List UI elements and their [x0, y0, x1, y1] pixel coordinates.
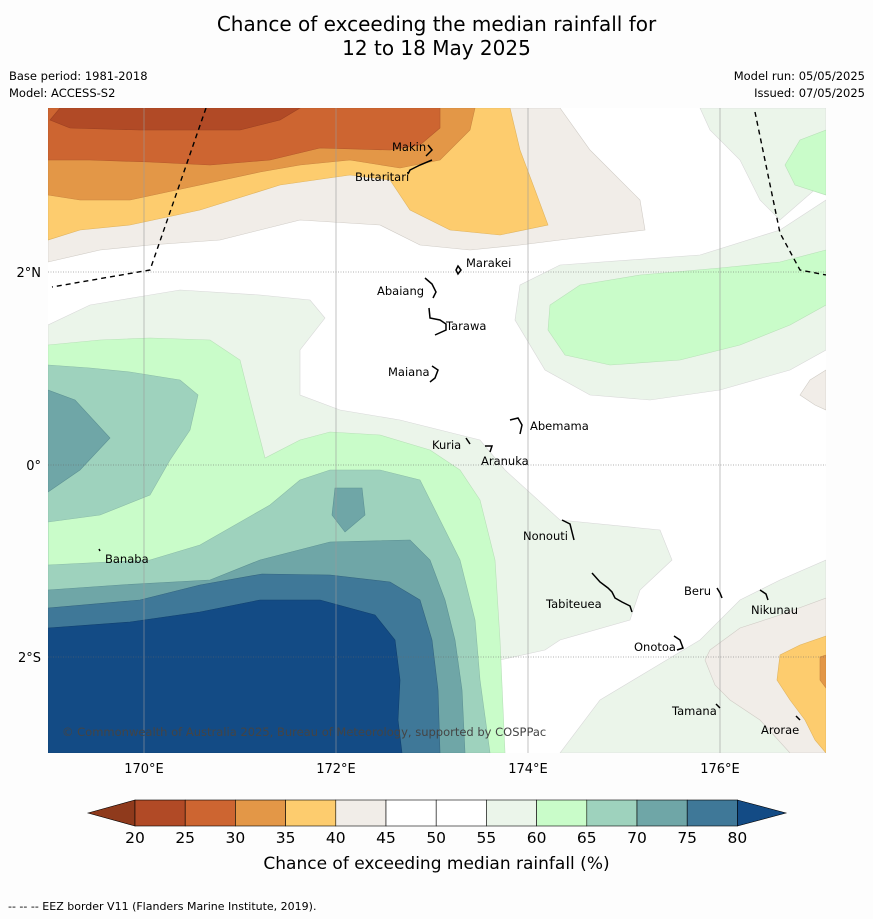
lon-tick-172: 172°E	[316, 762, 356, 777]
place-labels: Makin Butaritari Marakei Abaiang Tarawa …	[105, 140, 799, 737]
label-nikunau: Nikunau	[751, 603, 798, 617]
island-beru	[716, 587, 723, 599]
contour-layer	[48, 108, 826, 753]
island-banaba	[98, 548, 101, 552]
contour-20-25	[49, 108, 301, 131]
title-line-1: Chance of exceeding the median rainfall …	[216, 12, 657, 36]
contour-70-75-spot	[331, 487, 366, 533]
label-tabiteuea: Tabiteuea	[545, 597, 602, 611]
colorbar-tick-45: 45	[376, 829, 396, 847]
title-line-2: 12 to 18 May 2025	[342, 36, 531, 60]
meta-right: Model run: 05/05/2025 Issued: 07/05/2025	[734, 68, 865, 102]
colorbar-tick-65: 65	[576, 829, 597, 847]
island-abaiang	[424, 277, 437, 299]
colorbar-low-arrow	[86, 799, 136, 827]
islands	[98, 144, 801, 721]
contour-35-40-se	[776, 635, 826, 753]
colorbar-tick-30: 30	[225, 829, 246, 847]
graticule	[143, 108, 721, 753]
lon-tick-174: 174°E	[508, 762, 548, 777]
label-tamana: Tamana	[671, 704, 717, 718]
label-arorae: Arorae	[761, 723, 799, 737]
label-kuria: Kuria	[432, 438, 461, 452]
label-aranuka: Aranuka	[481, 454, 529, 468]
island-tabiteuea	[591, 572, 633, 613]
island-abemama	[509, 417, 523, 435]
island-kuria	[465, 437, 471, 445]
colorbar	[86, 799, 788, 827]
lat-tick-2s: 2°S	[18, 651, 41, 666]
colorbar-tick-80: 80	[727, 829, 748, 847]
label-tarawa: Tarawa	[445, 319, 486, 333]
island-marakei	[455, 264, 462, 276]
colorbar-tick-35: 35	[275, 829, 296, 847]
label-abemama: Abemama	[530, 419, 589, 433]
island-butaritari	[407, 159, 433, 175]
label-banaba: Banaba	[105, 552, 149, 566]
label-nonouti: Nonouti	[523, 529, 568, 543]
axis-labels: 170°E 172°E 174°E 176°E 2°N 0° 2°S	[17, 266, 740, 777]
contour-40-45-e	[799, 369, 826, 411]
island-onotoa	[673, 635, 684, 651]
colorbar-tick-20: 20	[125, 829, 145, 847]
issued-date: Issued: 07/05/2025	[754, 86, 865, 100]
colorbar-tick-25: 25	[175, 829, 196, 847]
colorbar-tick-50: 50	[426, 829, 447, 847]
label-makin: Makin	[392, 140, 426, 154]
contour-60-65-east	[547, 249, 826, 366]
contour-55-60-ne	[699, 108, 826, 221]
island-tamana	[715, 703, 721, 709]
map-title: Chance of exceeding the median rainfall …	[0, 12, 873, 60]
colorbar-tick-55: 55	[476, 829, 497, 847]
base-period: Base period: 1981-2018	[9, 69, 148, 83]
meta-left: Base period: 1981-2018 Model: ACCESS-S2	[9, 68, 148, 102]
colorbar-tick-40: 40	[325, 829, 346, 847]
lat-tick-0: 0°	[26, 459, 41, 474]
island-aranuka	[485, 445, 494, 453]
colorbar-tick-75: 75	[677, 829, 698, 847]
label-abaiang: Abaiang	[377, 284, 424, 298]
lon-tick-176: 176°E	[700, 762, 740, 777]
lat-tick-2n: 2°N	[17, 266, 42, 281]
contour-60-65-ne	[784, 129, 826, 196]
contour-40-45-se	[704, 597, 826, 753]
eez-border	[51, 108, 826, 288]
label-marakei: Marakei	[466, 256, 511, 270]
colorbar-tick-70: 70	[627, 829, 647, 847]
contour-30-35-se	[819, 654, 826, 689]
model-run: Model run: 05/05/2025	[733, 69, 865, 83]
copyright-notice: © Commonwealth of Australia 2025, Bureau…	[62, 725, 546, 739]
island-maiana	[429, 365, 439, 383]
colorbar-high-arrow	[737, 799, 788, 827]
label-beru: Beru	[684, 584, 711, 598]
model-name: Model: ACCESS-S2	[9, 86, 116, 100]
island-tarawa	[428, 307, 447, 336]
colorbar-tick-60: 60	[526, 829, 547, 847]
contour-80-plus	[48, 599, 403, 753]
island-makin	[425, 144, 434, 157]
colorbar-title: Chance of exceeding median rainfall (%)	[263, 854, 610, 874]
lon-tick-170: 170°E	[124, 762, 164, 777]
eez-footnote: -- -- -- EEZ border V11 (Flanders Marine…	[8, 900, 317, 913]
island-arorae	[795, 715, 801, 721]
label-maiana: Maiana	[388, 365, 430, 379]
island-nonouti	[561, 519, 575, 541]
label-butaritari: Butaritari	[355, 170, 409, 184]
label-onotoa: Onotoa	[634, 640, 676, 654]
island-nikunau	[759, 589, 769, 601]
